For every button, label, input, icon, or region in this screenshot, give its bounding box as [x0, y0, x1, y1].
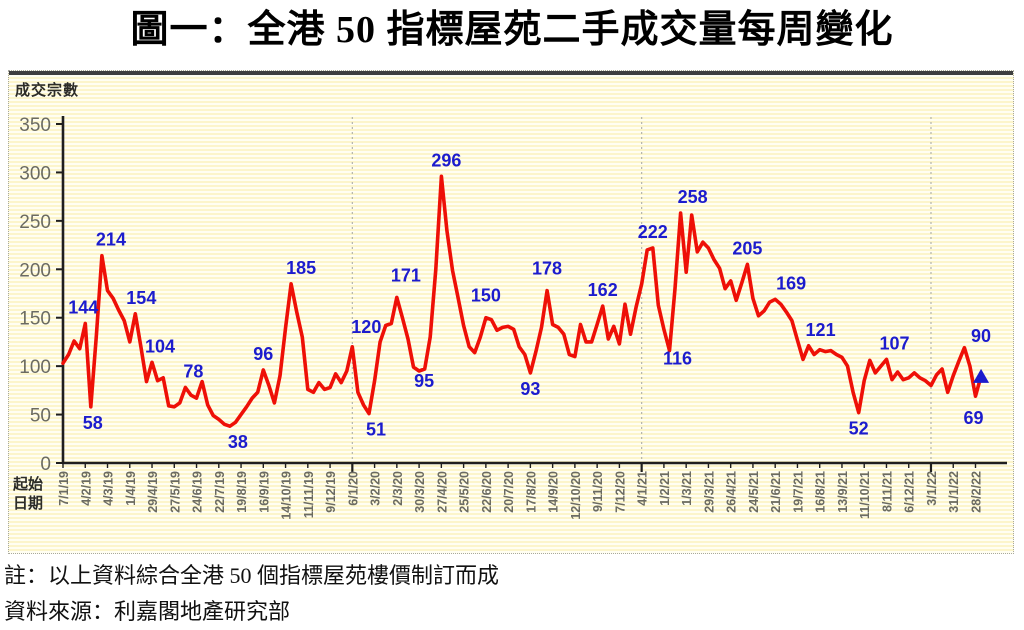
point-label: 78 [183, 361, 203, 381]
point-label: 296 [431, 150, 461, 170]
x-tick-label: 2/3/20 [391, 471, 405, 506]
point-label: 222 [638, 222, 668, 242]
x-tick-label: 25/5/20 [458, 471, 472, 513]
point-label: 116 [663, 349, 692, 369]
x-tick-label: 26/4/21 [725, 471, 739, 513]
point-label: 154 [126, 288, 156, 308]
x-tick-label: 27/4/20 [435, 471, 449, 513]
point-label: 169 [776, 273, 806, 293]
x-tick-label: 29/4/19 [146, 471, 160, 513]
point-label: 51 [366, 420, 386, 440]
point-label: 214 [96, 230, 126, 250]
point-label: 120 [351, 317, 381, 337]
x-tick-label: 16/8/21 [814, 471, 828, 513]
point-label: 121 [806, 320, 836, 340]
y-tick-label: 50 [30, 406, 51, 427]
x-tick-label: 22/6/20 [480, 471, 494, 513]
x-tick-label: 4/3/19 [102, 471, 116, 506]
x-tick-label: 21/6/21 [769, 471, 783, 513]
latest-point-marker [973, 368, 990, 383]
x-tick-label: 6/12/21 [903, 471, 917, 513]
note-line1: 註：以上資料綜合全港 50 個指標屋苑樓價制訂而成 [4, 563, 500, 588]
x-tick-label: 30/3/20 [413, 471, 427, 513]
point-label: 144 [68, 298, 98, 318]
y-tick-label: 0 [40, 454, 51, 475]
y-tick-label: 100 [19, 357, 51, 378]
x-tick-label: 19/8/19 [235, 471, 249, 513]
x-tick-label: 24/5/21 [747, 471, 761, 513]
x-tick-label: 12/10/20 [569, 471, 583, 520]
x-tick-label: 11/10/21 [858, 471, 872, 519]
x-tick-label: 27/5/19 [168, 471, 182, 513]
point-label: 52 [849, 419, 869, 439]
x-tick-label: 1/3/21 [680, 471, 694, 506]
point-label: 93 [520, 379, 540, 399]
x-tick-label: 7/12/20 [613, 471, 627, 513]
x-tick-label: 4/2/19 [79, 471, 93, 506]
x-tick-label: 22/7/19 [213, 471, 227, 513]
x-tick-label: 14/10/19 [280, 471, 294, 520]
point-label: 58 [83, 413, 103, 433]
x-tick-label: 20/7/20 [502, 471, 516, 513]
point-label: 171 [391, 265, 421, 285]
data-line [61, 174, 983, 429]
point-label: 178 [532, 259, 562, 279]
x-axis-title-line2: 日期 [13, 495, 44, 512]
x-tick-label: 16/9/19 [257, 471, 271, 513]
y-tick-label: 300 [19, 163, 51, 184]
y-tick-label: 250 [19, 212, 51, 233]
x-tick-label: 3/2/20 [369, 471, 383, 506]
note-line2: 資料來源：利嘉閣地產研究部 [4, 599, 291, 624]
x-tick-label: 1/2/21 [658, 471, 672, 506]
x-tick-label: 19/7/21 [791, 471, 805, 513]
point-label: 69 [963, 408, 983, 428]
x-tick-label: 3/1/22 [925, 471, 939, 506]
point-label: 90 [971, 326, 991, 346]
chart-figure: 0 50 100 150 200 250 300 350 7/1/19 4/2/19 4/3/19 1… [8, 70, 1014, 554]
x-axis-title: 起始 日期 [13, 475, 43, 513]
point-label: 96 [253, 344, 273, 364]
point-label: 150 [471, 286, 501, 306]
x-tick-label: 7/1/19 [57, 471, 71, 506]
x-tick-label: 28/2/22 [969, 471, 983, 513]
x-tick-label: 11/11/19 [302, 471, 316, 518]
x-tick-label: 14/9/20 [547, 471, 561, 513]
point-label: 95 [414, 371, 434, 391]
x-tick-label: 9/11/20 [591, 471, 605, 512]
x-tick-label: 9/12/19 [324, 471, 338, 513]
line-chart: 0 50 100 150 200 250 300 350 7/1/19 4/2/19 4/3/19 1… [19, 115, 1007, 520]
x-tick-label: 13/9/21 [836, 471, 850, 513]
y-tick-label: 350 [19, 115, 51, 136]
x-tick-label: 1/4/19 [124, 471, 138, 506]
point-label: 258 [678, 187, 708, 207]
point-label: 205 [732, 238, 762, 258]
chart-title: 圖一：全港 50 指標屋苑二手成交量每周變化 [130, 9, 894, 51]
y-tick-label: 200 [19, 260, 51, 281]
x-tick-label: 8/11/21 [880, 471, 894, 512]
x-tick-label: 6/1/20 [346, 471, 360, 506]
x-tick-label: 24/6/19 [191, 471, 205, 513]
point-label: 38 [228, 432, 248, 452]
y-axis-title: 成交宗數 [15, 82, 80, 99]
x-tick-label: 17/8/20 [524, 471, 538, 513]
figure-top-border [9, 71, 1013, 75]
point-label: 107 [879, 333, 909, 353]
point-label: 185 [286, 258, 316, 278]
y-tick-label: 150 [19, 309, 51, 330]
x-axis-title-line1: 起始 [13, 476, 44, 493]
x-tick-label: 4/1/21 [636, 471, 650, 506]
x-tick-label: 29/3/21 [702, 471, 716, 513]
point-label: 162 [588, 280, 618, 300]
x-tick-label: 31/1/22 [947, 471, 961, 513]
point-label: 104 [145, 336, 175, 356]
